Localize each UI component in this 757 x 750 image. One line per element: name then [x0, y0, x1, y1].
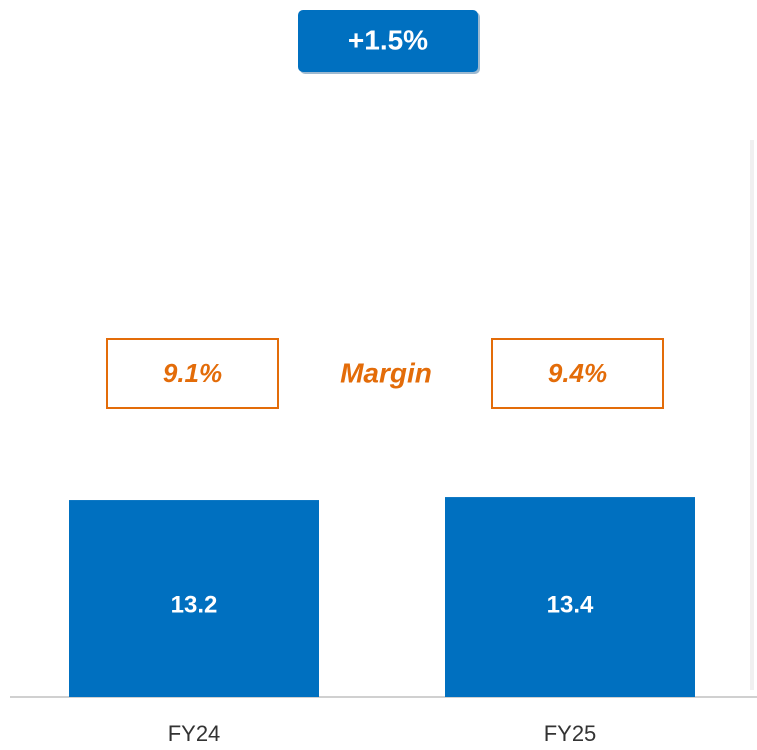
- margin-label: Margin: [340, 357, 432, 388]
- x-tick-label: FY25: [544, 721, 597, 746]
- bar-value-label: 13.2: [171, 591, 218, 618]
- margin-box: [491, 338, 664, 409]
- bar-value-label: 13.4: [547, 591, 594, 618]
- bar: [69, 500, 319, 697]
- margin-value-label: 9.4%: [548, 358, 607, 388]
- growth-label: +1.5%: [348, 24, 428, 55]
- margin-box: [106, 338, 279, 409]
- x-tick-label: FY24: [168, 721, 221, 746]
- growth-badge: [298, 10, 478, 72]
- bar: [445, 497, 695, 697]
- margin-value-label: 9.1%: [163, 358, 222, 388]
